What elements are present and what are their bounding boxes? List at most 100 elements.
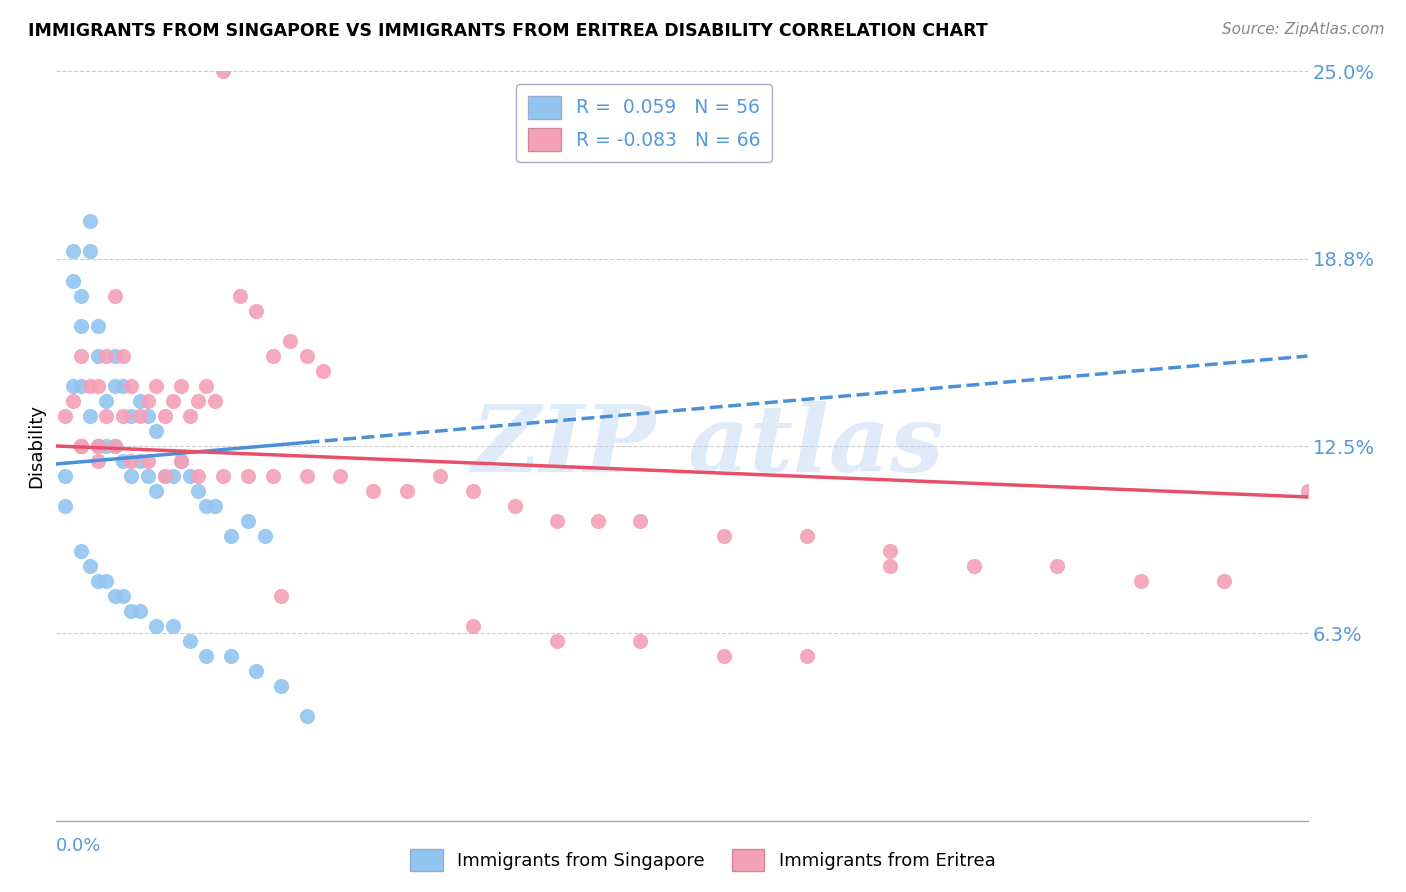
Point [212, 64, 235, 78]
Point [111, 589, 134, 603]
Point [53, 499, 76, 513]
Point [628, 514, 651, 528]
Point [70, 439, 93, 453]
Point [295, 469, 318, 483]
Point [145, 619, 167, 633]
Point [546, 514, 568, 528]
Point [111, 409, 134, 423]
Point [145, 483, 167, 498]
Point [145, 379, 167, 393]
Y-axis label: Disability: Disability [27, 404, 45, 488]
Point [70, 289, 93, 303]
Point [295, 349, 318, 363]
Point [162, 469, 184, 483]
Point [361, 483, 384, 498]
Point [329, 469, 352, 483]
Point [262, 469, 284, 483]
Point [120, 454, 142, 468]
Point [187, 469, 209, 483]
Point [204, 394, 226, 409]
Point [253, 529, 276, 543]
Text: ZIP atlas: ZIP atlas [471, 401, 943, 491]
Point [162, 619, 184, 633]
Point [87, 319, 110, 334]
Point [713, 648, 735, 663]
Point [120, 379, 142, 393]
Point [463, 619, 485, 633]
Point [79, 409, 101, 423]
Point [104, 289, 127, 303]
Point [1046, 558, 1069, 573]
Point [395, 483, 418, 498]
Point [111, 454, 134, 468]
Point [128, 604, 150, 618]
Point [53, 409, 76, 423]
Point [195, 648, 218, 663]
Legend: Immigrants from Singapore, Immigrants from Eritrea: Immigrants from Singapore, Immigrants fr… [404, 842, 1002, 879]
Point [70, 349, 93, 363]
Point [128, 454, 150, 468]
Point [70, 439, 93, 453]
Legend: R =  0.059   N = 56, R = -0.083   N = 66: R = 0.059 N = 56, R = -0.083 N = 66 [516, 85, 772, 162]
Point [463, 483, 485, 498]
Point [713, 529, 735, 543]
Point [96, 394, 118, 409]
Point [87, 454, 110, 468]
Point [70, 439, 93, 453]
Point [128, 409, 150, 423]
Point [62, 394, 84, 409]
Point [245, 664, 267, 678]
Point [79, 244, 101, 259]
Point [262, 349, 284, 363]
Point [87, 574, 110, 588]
Point [162, 394, 184, 409]
Point [1129, 574, 1152, 588]
Point [79, 214, 101, 228]
Point [120, 409, 142, 423]
Point [879, 558, 901, 573]
Point [111, 379, 134, 393]
Point [87, 439, 110, 453]
Point [170, 379, 193, 393]
Point [128, 394, 150, 409]
Point [179, 409, 201, 423]
Point [312, 364, 335, 378]
Point [136, 469, 159, 483]
Point [270, 679, 292, 693]
Point [503, 499, 526, 513]
Point [429, 469, 451, 483]
Point [87, 379, 110, 393]
Point [221, 529, 243, 543]
Point [79, 379, 101, 393]
Point [278, 334, 301, 348]
Point [104, 589, 127, 603]
Point [546, 633, 568, 648]
Point [96, 409, 118, 423]
Point [879, 544, 901, 558]
Point [153, 469, 176, 483]
Point [62, 379, 84, 393]
Point [87, 439, 110, 453]
Point [104, 379, 127, 393]
Point [187, 394, 209, 409]
Point [87, 349, 110, 363]
Point [153, 409, 176, 423]
Point [588, 514, 610, 528]
Point [53, 469, 76, 483]
Point [1213, 574, 1236, 588]
Point [245, 304, 267, 318]
Point [229, 289, 252, 303]
Point [170, 454, 193, 468]
Point [104, 439, 127, 453]
Text: IMMIGRANTS FROM SINGAPORE VS IMMIGRANTS FROM ERITREA DISABILITY CORRELATION CHAR: IMMIGRANTS FROM SINGAPORE VS IMMIGRANTS … [28, 22, 988, 40]
Point [1296, 483, 1319, 498]
Point [236, 514, 259, 528]
Point [70, 379, 93, 393]
Point [179, 633, 201, 648]
Point [179, 469, 201, 483]
Text: Source: ZipAtlas.com: Source: ZipAtlas.com [1222, 22, 1385, 37]
Point [195, 499, 218, 513]
Point [136, 394, 159, 409]
Point [963, 558, 986, 573]
Point [120, 604, 142, 618]
